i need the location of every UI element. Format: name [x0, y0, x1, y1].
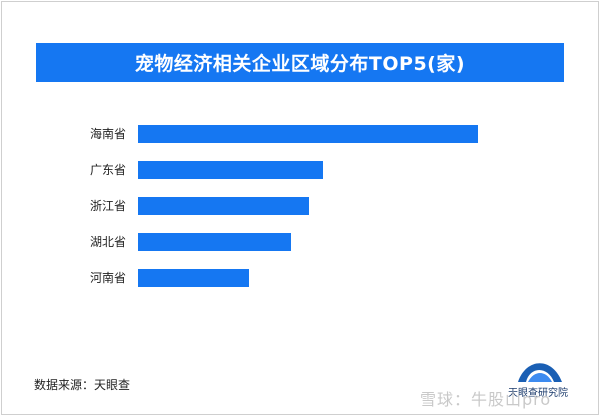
category-label: 浙江省	[90, 199, 126, 213]
category-label: 湖北省	[90, 234, 126, 249]
title-banner: 宠物经济相关企业区域分布TOP5(家)	[36, 43, 564, 82]
tianyancha-logo-icon: 天眼查研究院	[508, 363, 568, 399]
category-label: 广东省	[90, 163, 126, 177]
logo-text: 天眼查研究院	[508, 386, 568, 399]
bar-湖北省	[138, 233, 291, 251]
category-label: 河南省	[90, 270, 126, 285]
watermark: 雪球：牛股山pro	[420, 390, 552, 409]
data-source: 数据来源：天眼查	[34, 378, 131, 392]
bar-海南省	[138, 125, 478, 143]
chart-title: 宠物经济相关企业区域分布TOP5(家)	[134, 53, 466, 75]
bar-广东省	[138, 161, 323, 179]
bar-河南省	[138, 269, 249, 287]
category-label: 海南省	[90, 126, 126, 141]
bar-浙江省	[138, 197, 309, 215]
